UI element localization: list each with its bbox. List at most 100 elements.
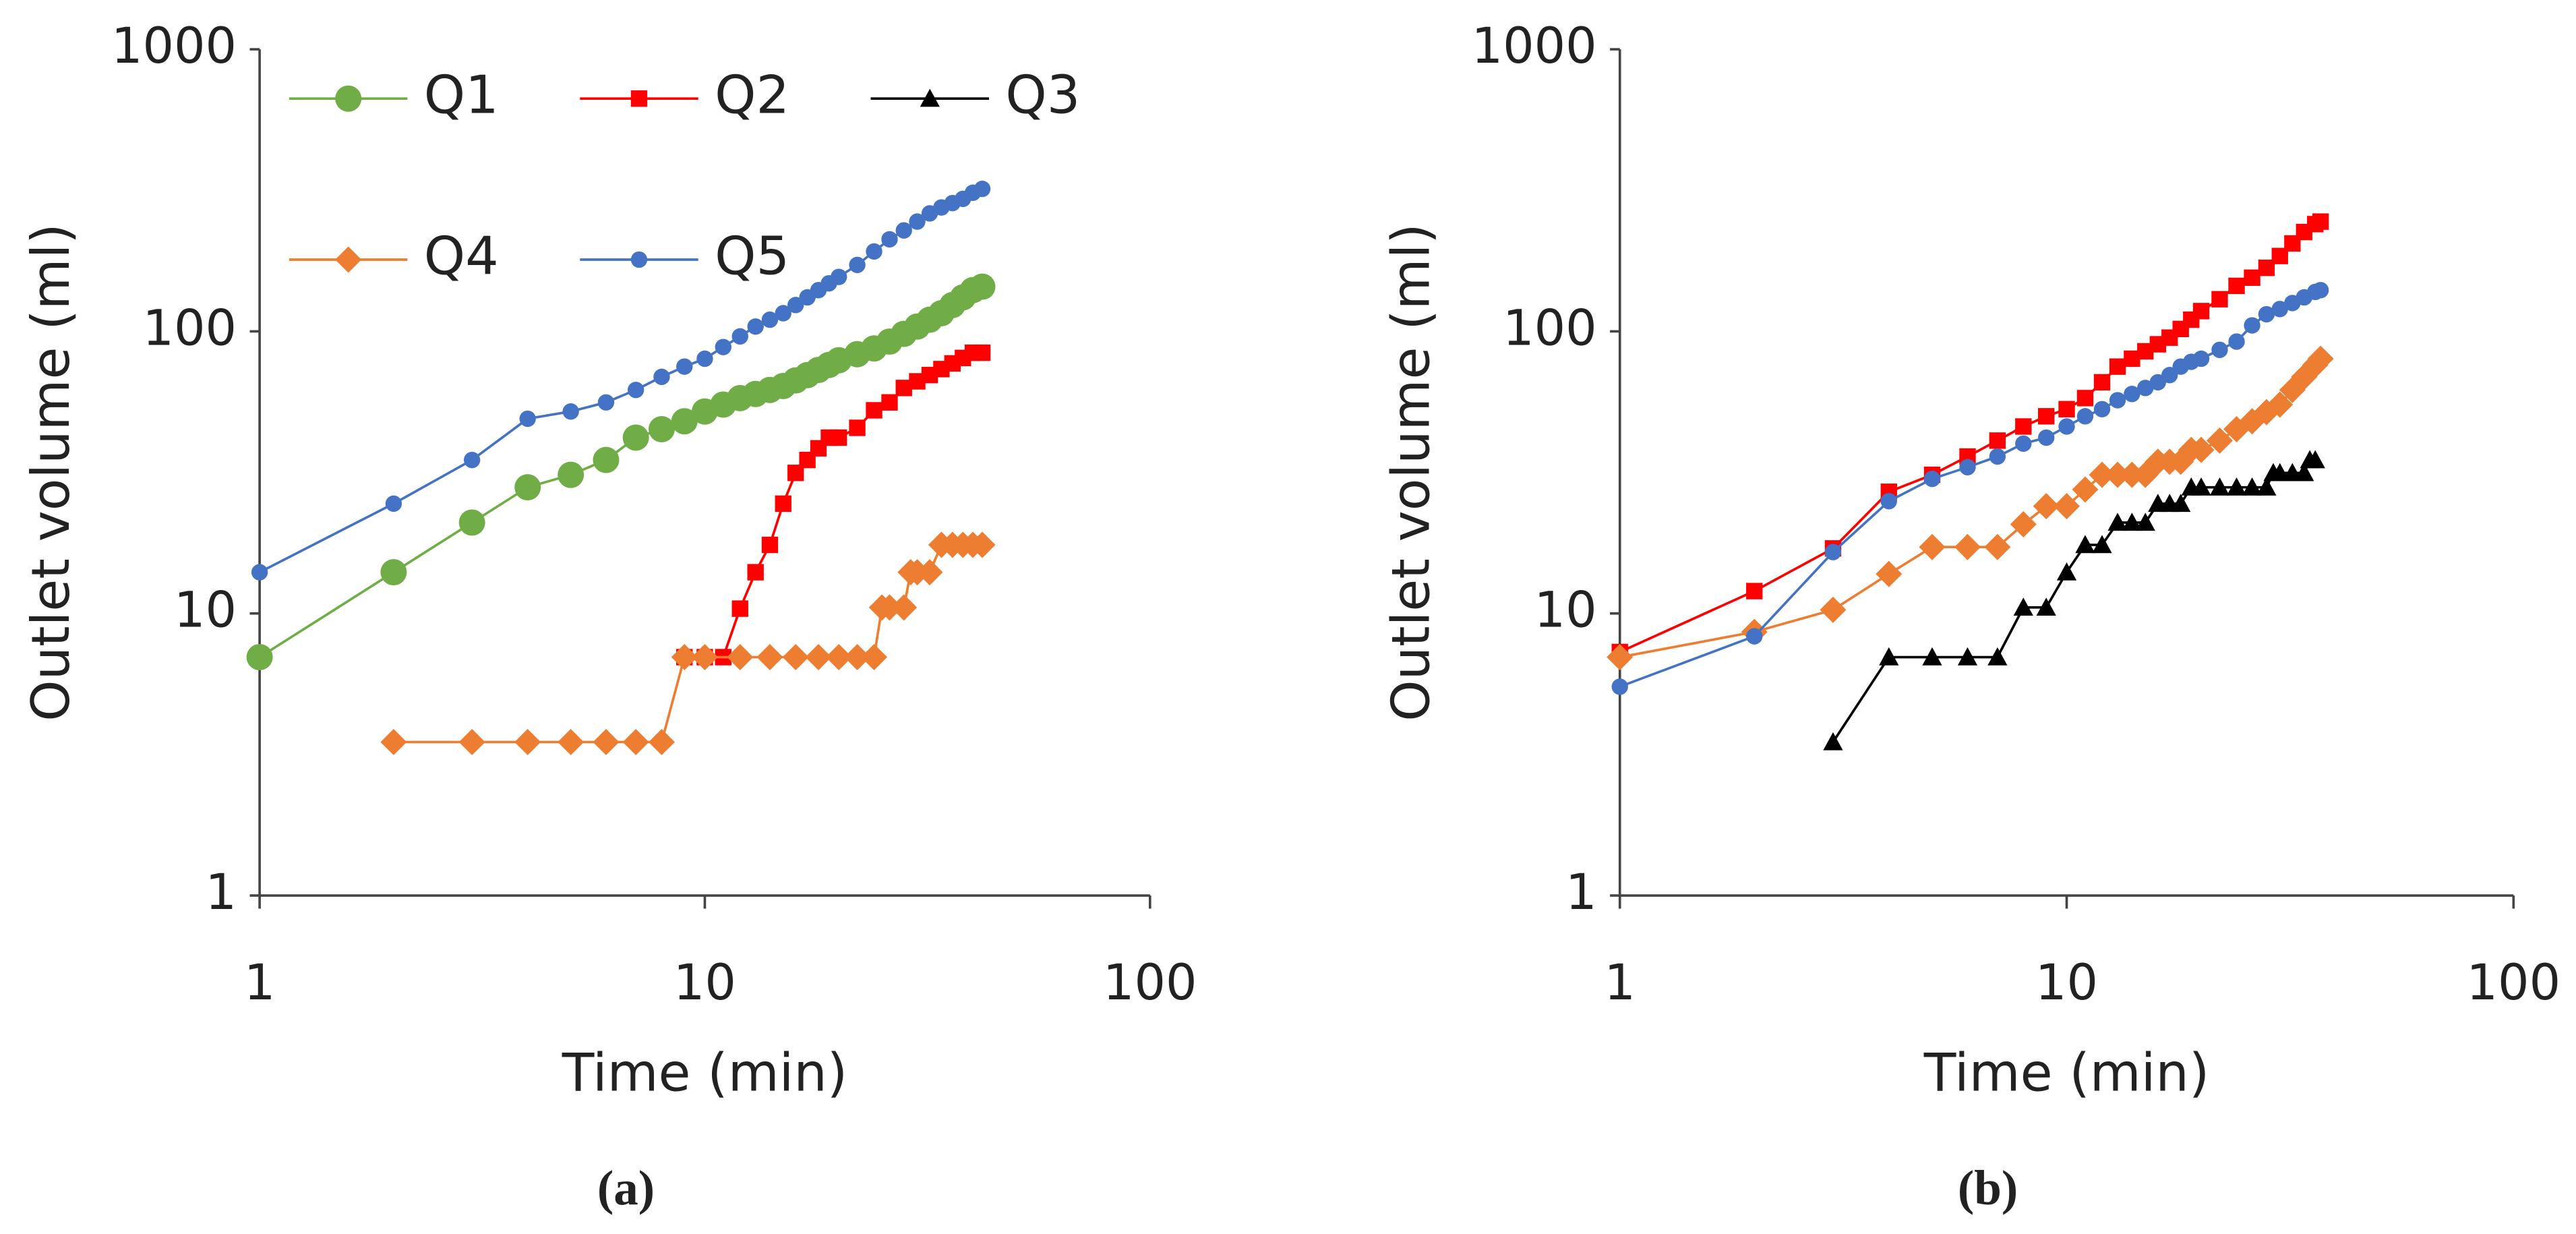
marker — [1954, 533, 1981, 560]
marker — [2015, 418, 2032, 435]
marker — [727, 644, 754, 671]
marker — [630, 90, 648, 107]
marker — [861, 644, 888, 671]
marker — [1959, 459, 1976, 476]
y-tick-label: 1000 — [111, 18, 237, 75]
marker — [756, 644, 783, 671]
marker — [2075, 535, 2095, 554]
caption: (b) — [1958, 1160, 2018, 1215]
marker — [514, 728, 541, 755]
marker — [458, 728, 485, 755]
marker — [761, 311, 779, 328]
marker — [2036, 597, 2056, 616]
marker — [891, 594, 918, 621]
marker — [2038, 408, 2055, 425]
legend-label: Q2 — [715, 65, 789, 126]
x-tick-label: 10 — [2035, 954, 2098, 1011]
marker — [2244, 269, 2260, 286]
marker — [1823, 732, 1843, 751]
marker — [747, 564, 764, 581]
marker — [458, 509, 485, 536]
marker — [2010, 511, 2037, 538]
marker — [831, 268, 847, 285]
marker — [2171, 494, 2191, 512]
marker — [1876, 560, 1903, 587]
marker — [866, 402, 882, 419]
marker — [876, 594, 903, 621]
marker — [909, 213, 926, 230]
marker — [1957, 647, 1978, 666]
marker — [2161, 367, 2178, 384]
marker — [2089, 461, 2116, 488]
marker — [2188, 436, 2215, 463]
marker — [648, 415, 675, 442]
marker — [627, 382, 645, 399]
marker — [676, 358, 693, 375]
chart: 1 10 100 1000 1 10 100 Time (min) Outlet volume … — [1381, 18, 2560, 1215]
marker — [2076, 390, 2094, 407]
legend-label: Q4 — [424, 226, 499, 287]
legend-label: Q5 — [715, 226, 789, 287]
marker — [622, 728, 649, 755]
marker — [731, 328, 748, 345]
marker — [2211, 291, 2228, 307]
marker — [2104, 461, 2131, 488]
marker — [2038, 429, 2055, 446]
y-axis-label: Outlet volume (ml) — [1381, 223, 1442, 721]
marker — [2056, 562, 2077, 581]
marker — [2307, 345, 2334, 372]
marker — [2191, 477, 2211, 496]
marker — [2228, 333, 2245, 350]
marker — [2076, 408, 2094, 425]
y-tick-label: 100 — [1503, 299, 1597, 357]
marker — [715, 339, 731, 355]
x-tick-label: 10 — [673, 954, 736, 1011]
marker — [2124, 386, 2140, 403]
marker — [761, 536, 779, 554]
marker — [2192, 303, 2210, 320]
x-axis-label: Time (min) — [1923, 1043, 2209, 1104]
marker — [1987, 647, 2008, 666]
caption: (a) — [597, 1160, 655, 1215]
marker — [844, 644, 871, 671]
marker — [2271, 301, 2288, 318]
x-axis-label: Time (min) — [562, 1043, 847, 1104]
marker — [2192, 350, 2210, 368]
marker — [2122, 512, 2142, 531]
marker — [2256, 477, 2277, 496]
marker — [335, 85, 362, 112]
marker — [380, 559, 407, 586]
marker — [1611, 678, 1628, 695]
marker — [787, 297, 804, 314]
marker — [597, 394, 615, 411]
marker — [246, 644, 273, 671]
marker — [2312, 213, 2329, 230]
chart: 1 10 100 1000 1 10 100 Time (min) Outlet volume … — [21, 18, 1197, 1215]
marker — [2058, 401, 2075, 417]
marker — [630, 251, 648, 268]
marker — [558, 728, 585, 755]
marker — [731, 600, 748, 617]
marker — [895, 222, 912, 239]
marker — [2072, 476, 2099, 503]
marker — [969, 531, 996, 558]
marker — [2013, 597, 2033, 616]
marker — [2258, 305, 2275, 323]
marker — [920, 88, 940, 107]
y-tick-label: 10 — [1534, 582, 1597, 639]
marker — [514, 474, 541, 501]
marker — [653, 368, 670, 386]
marker — [463, 451, 481, 469]
y-tick-label: 1000 — [1472, 18, 1597, 75]
marker — [671, 408, 698, 435]
marker — [1607, 644, 1634, 671]
marker — [849, 419, 866, 436]
marker — [593, 446, 620, 473]
marker — [593, 728, 620, 755]
legend-label: Q1 — [424, 65, 499, 126]
y-tick-label: 1 — [205, 864, 237, 921]
marker — [782, 644, 809, 671]
marker — [2109, 392, 2126, 409]
marker — [2294, 463, 2314, 481]
marker — [866, 243, 882, 260]
